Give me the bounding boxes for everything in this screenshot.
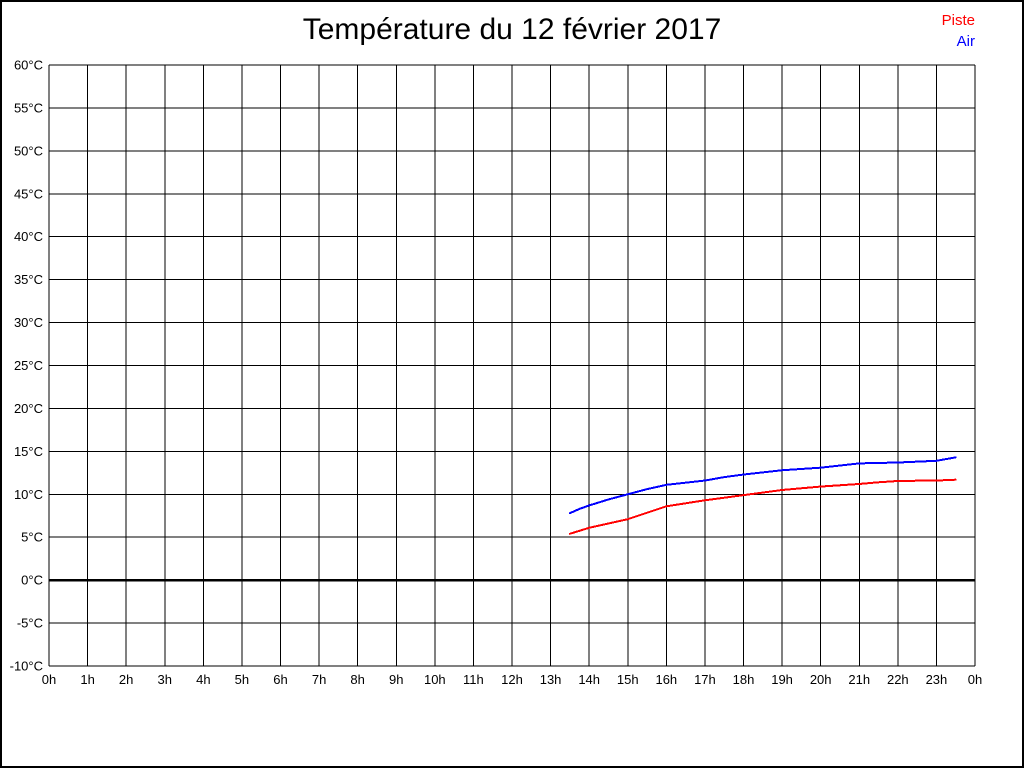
svg-text:20°C: 20°C <box>14 401 43 416</box>
svg-text:25°C: 25°C <box>14 358 43 373</box>
svg-text:9h: 9h <box>389 672 403 687</box>
svg-text:50°C: 50°C <box>14 143 43 158</box>
svg-text:18h: 18h <box>733 672 755 687</box>
svg-text:-5°C: -5°C <box>17 616 43 631</box>
svg-text:40°C: 40°C <box>14 229 43 244</box>
svg-text:15°C: 15°C <box>14 444 43 459</box>
svg-text:21h: 21h <box>848 672 870 687</box>
svg-text:10°C: 10°C <box>14 487 43 502</box>
svg-text:19h: 19h <box>771 672 793 687</box>
svg-text:30°C: 30°C <box>14 315 43 330</box>
svg-text:22h: 22h <box>887 672 909 687</box>
svg-text:60°C: 60°C <box>14 58 43 73</box>
svg-text:6h: 6h <box>273 672 287 687</box>
svg-text:0°C: 0°C <box>21 573 43 588</box>
svg-text:15h: 15h <box>617 672 639 687</box>
svg-text:20h: 20h <box>810 672 832 687</box>
svg-text:11h: 11h <box>463 672 484 687</box>
svg-text:5°C: 5°C <box>21 530 43 545</box>
svg-text:2h: 2h <box>119 672 133 687</box>
svg-text:8h: 8h <box>350 672 364 687</box>
svg-text:0h: 0h <box>968 672 982 687</box>
svg-text:17h: 17h <box>694 672 716 687</box>
svg-text:55°C: 55°C <box>14 100 43 115</box>
svg-text:16h: 16h <box>655 672 677 687</box>
svg-text:23h: 23h <box>926 672 948 687</box>
svg-text:7h: 7h <box>312 672 326 687</box>
svg-text:10h: 10h <box>424 672 446 687</box>
svg-text:35°C: 35°C <box>14 272 43 287</box>
svg-text:0h: 0h <box>42 672 56 687</box>
svg-text:12h: 12h <box>501 672 523 687</box>
svg-text:45°C: 45°C <box>14 186 43 201</box>
svg-text:3h: 3h <box>158 672 172 687</box>
svg-text:14h: 14h <box>578 672 600 687</box>
svg-text:1h: 1h <box>80 672 94 687</box>
svg-text:4h: 4h <box>196 672 210 687</box>
svg-text:5h: 5h <box>235 672 249 687</box>
svg-text:13h: 13h <box>540 672 562 687</box>
svg-text:-10°C: -10°C <box>10 659 43 674</box>
